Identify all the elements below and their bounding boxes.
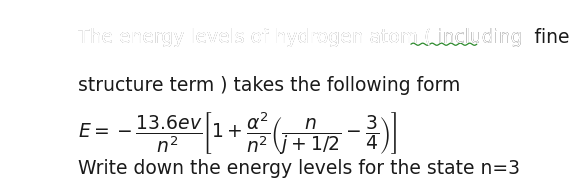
Text: structure term ) takes the following form: structure term ) takes the following for… (79, 76, 461, 95)
Text: The energy levels of hydrogen atom ( including: The energy levels of hydrogen atom ( inc… (79, 28, 523, 47)
Text: Write down the energy levels for the state n=3: Write down the energy levels for the sta… (79, 159, 520, 178)
Text: The energy levels of hydrogen atom ( including  fine: The energy levels of hydrogen atom ( inc… (79, 28, 570, 47)
Text: The energy levels of hydrogen atom (: The energy levels of hydrogen atom ( (79, 28, 438, 47)
Text: $E = -\dfrac{13.6ev}{n^2}\left[1+\dfrac{\alpha^2}{n^2}\left(\dfrac{n}{j+1/2}-\df: $E = -\dfrac{13.6ev}{n^2}\left[1+\dfrac{… (79, 111, 398, 157)
